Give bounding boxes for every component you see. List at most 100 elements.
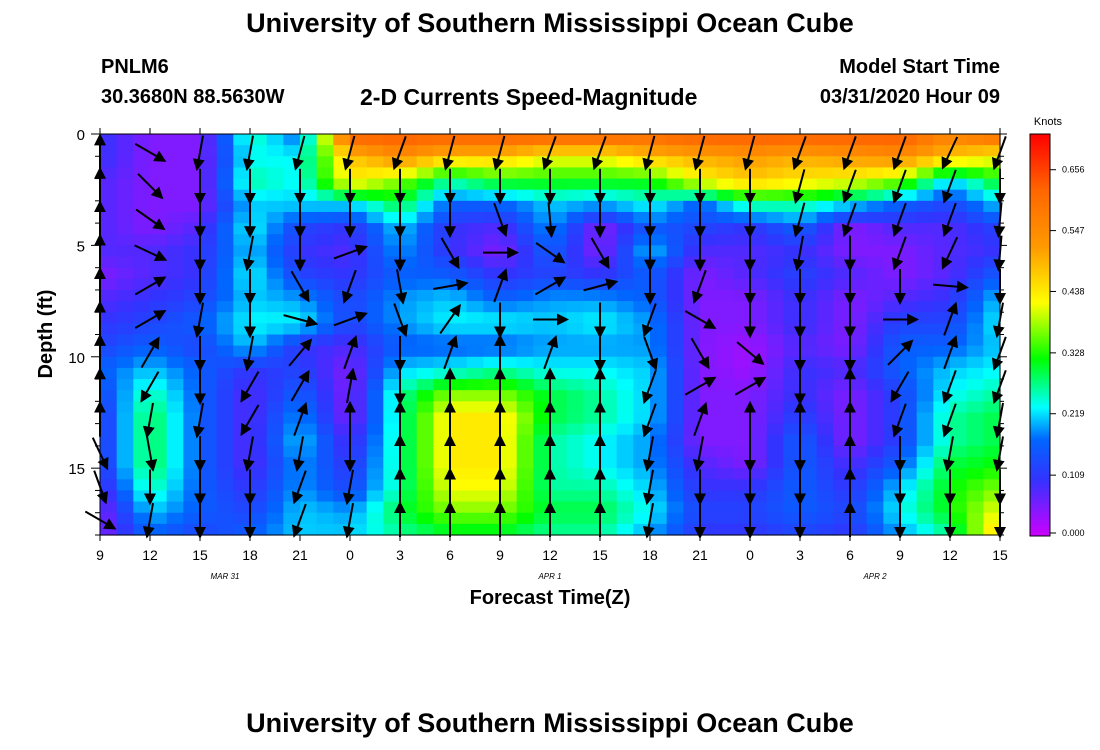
heat-cell [400, 523, 418, 536]
heat-cell [716, 367, 734, 380]
heat-cell [850, 301, 868, 313]
heat-cell [683, 234, 701, 246]
current-arrow [142, 503, 155, 539]
heat-cell [966, 401, 984, 414]
heat-cell [900, 145, 918, 157]
heat-cell [883, 145, 901, 157]
heat-cell [833, 412, 851, 425]
heat-cell [366, 445, 384, 458]
heat-cell [550, 245, 568, 258]
heat-cell [800, 412, 818, 425]
heat-cell [400, 434, 418, 447]
heat-cell [566, 479, 584, 492]
heat-cell [916, 468, 934, 480]
current-arrow [791, 136, 807, 171]
heat-cell [600, 178, 618, 191]
heat-cell [783, 256, 801, 269]
heat-cell [366, 189, 384, 202]
heat-cell [416, 312, 434, 324]
heat-cell [700, 490, 718, 503]
heat-cell [133, 256, 151, 269]
heat-cell [450, 445, 468, 458]
heat-cell [200, 223, 218, 235]
heat-cell [866, 367, 884, 380]
heat-cell [550, 457, 568, 469]
heat-cell [666, 223, 684, 235]
heat-cell [583, 479, 601, 492]
heat-cell [933, 289, 951, 302]
heat-cell [500, 412, 518, 425]
heat-cell [950, 267, 968, 280]
heat-cell [650, 278, 668, 291]
heat-cell [633, 523, 651, 536]
heat-cell [733, 256, 751, 269]
heat-cell [216, 234, 234, 246]
current-arrow [642, 469, 655, 506]
heat-cell [900, 267, 918, 280]
heat-cell [816, 468, 834, 480]
heat-cell [750, 401, 768, 414]
heat-cell [533, 512, 551, 525]
heat-cell [833, 234, 851, 246]
heat-cell [750, 445, 768, 458]
heat-cell [750, 189, 768, 202]
heat-cell [800, 200, 818, 213]
heat-cell [783, 490, 801, 503]
heat-cell [650, 256, 668, 269]
heat-cell [266, 490, 284, 503]
heat-cell [583, 323, 601, 336]
heat-cell [166, 523, 184, 536]
heat-cell [166, 156, 184, 169]
heat-cell [716, 289, 734, 302]
heat-cell [383, 312, 401, 324]
heat-cell [683, 301, 701, 313]
heat-cell [800, 134, 818, 146]
heat-cell [516, 345, 534, 358]
heat-cell [866, 523, 884, 536]
heat-cell [216, 223, 234, 235]
heat-cell [633, 468, 651, 480]
heat-cell [800, 145, 818, 157]
heat-cell [483, 289, 501, 302]
heat-cell [150, 401, 168, 414]
heat-cell [150, 256, 168, 269]
heat-cell [716, 145, 734, 157]
heat-cell [583, 512, 601, 525]
heat-cell [383, 468, 401, 480]
heat-cell [416, 234, 434, 246]
heat-cell [383, 289, 401, 302]
x-tick-label: 12 [942, 547, 958, 563]
heat-cell [433, 256, 451, 269]
heat-cell [800, 245, 818, 258]
heat-cell [550, 445, 568, 458]
heat-cell [883, 278, 901, 291]
heat-cell [583, 367, 601, 380]
heat-cell [233, 223, 251, 235]
current-arrow [342, 135, 356, 171]
heat-cell [316, 412, 334, 425]
heat-cell [633, 312, 651, 324]
heat-cell [900, 457, 918, 469]
heat-cell [433, 189, 451, 202]
x-tick-label: 3 [396, 547, 404, 563]
heat-cell [750, 211, 768, 224]
heat-cell [250, 256, 268, 269]
heat-cell [633, 145, 651, 157]
heat-cell [700, 267, 718, 280]
heat-cell [116, 289, 134, 302]
heat-cell [566, 490, 584, 503]
heat-cell [666, 401, 684, 414]
heat-cell [616, 178, 634, 191]
heat-cell [100, 512, 118, 525]
heat-cell [316, 289, 334, 302]
heat-cell [916, 134, 934, 146]
heat-cell [566, 367, 584, 380]
heat-cell [133, 156, 151, 169]
heat-cell [500, 345, 518, 358]
heat-cell [700, 189, 718, 202]
heat-cell [400, 345, 418, 358]
heat-cell [783, 434, 801, 447]
heat-cell [733, 401, 751, 414]
heat-cell [950, 401, 968, 414]
heat-cell [216, 289, 234, 302]
